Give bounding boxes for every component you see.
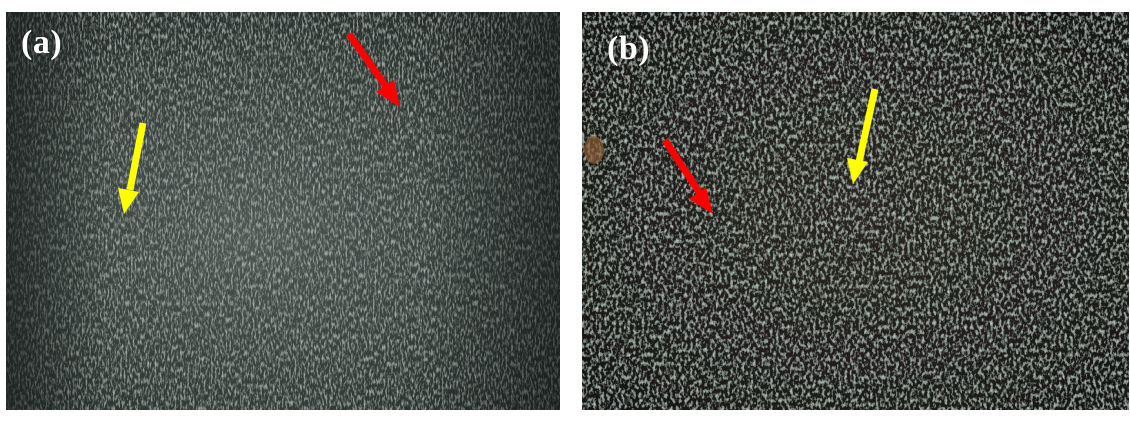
yellow-arrow-a [118,122,147,214]
micrograph-panel-b: (b) [582,12,1129,410]
micrograph-panel-a: (a) [6,12,560,410]
panel-label-a: (a) [21,24,63,61]
red-arrow-b [662,138,713,214]
panel-label-b: (b) [607,30,651,67]
micrograph-image-b [582,12,1129,410]
yellow-arrow-b [847,88,879,184]
red-arrow-a [346,31,400,107]
micrograph-image-a [6,12,560,410]
